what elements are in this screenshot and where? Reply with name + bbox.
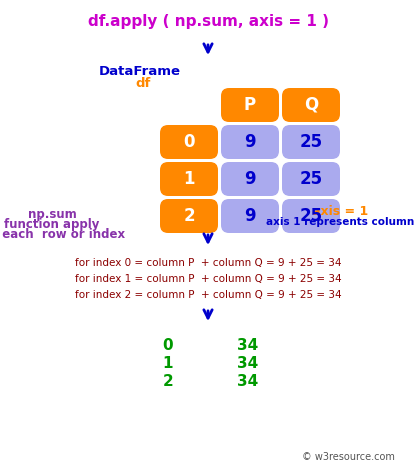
Text: Q: Q [304, 96, 318, 114]
Text: 9: 9 [244, 170, 256, 188]
Text: axis 1 represents column: axis 1 represents column [266, 217, 414, 227]
FancyBboxPatch shape [160, 125, 218, 159]
FancyBboxPatch shape [282, 88, 340, 122]
Text: for index 2 = column P  + column Q = 9 + 25 = 34: for index 2 = column P + column Q = 9 + … [75, 290, 341, 300]
FancyBboxPatch shape [282, 199, 340, 233]
Text: 25: 25 [300, 133, 322, 151]
Text: 9: 9 [244, 133, 256, 151]
Text: 34: 34 [238, 338, 259, 353]
Text: df.apply ( np.sum, axis = 1 ): df.apply ( np.sum, axis = 1 ) [87, 14, 329, 29]
FancyBboxPatch shape [221, 199, 279, 233]
Text: 34: 34 [238, 356, 259, 371]
Text: for index 0 = column P  + column Q = 9 + 25 = 34: for index 0 = column P + column Q = 9 + … [75, 258, 341, 268]
Text: DataFrame: DataFrame [99, 65, 181, 78]
FancyBboxPatch shape [160, 199, 218, 233]
Text: 25: 25 [300, 170, 322, 188]
FancyBboxPatch shape [221, 88, 279, 122]
Text: 34: 34 [238, 374, 259, 389]
FancyBboxPatch shape [160, 162, 218, 196]
Text: 25: 25 [300, 207, 322, 225]
Text: np.sum: np.sum [27, 208, 77, 221]
Text: df: df [135, 77, 151, 90]
FancyBboxPatch shape [221, 162, 279, 196]
Text: 0: 0 [163, 338, 173, 353]
Text: P: P [244, 96, 256, 114]
Text: for each  row or index: for each row or index [0, 228, 125, 241]
Text: axis = 1: axis = 1 [312, 205, 368, 218]
Text: © w3resource.com: © w3resource.com [302, 452, 395, 461]
FancyBboxPatch shape [282, 125, 340, 159]
Text: 2: 2 [183, 207, 195, 225]
Text: 1: 1 [163, 356, 173, 371]
Text: 1: 1 [183, 170, 195, 188]
FancyBboxPatch shape [282, 162, 340, 196]
Text: for index 1 = column P  + column Q = 9 + 25 = 34: for index 1 = column P + column Q = 9 + … [75, 274, 341, 284]
Text: function apply: function apply [4, 218, 100, 231]
Text: 2: 2 [163, 374, 173, 389]
Text: 0: 0 [183, 133, 195, 151]
FancyBboxPatch shape [221, 125, 279, 159]
Text: 9: 9 [244, 207, 256, 225]
